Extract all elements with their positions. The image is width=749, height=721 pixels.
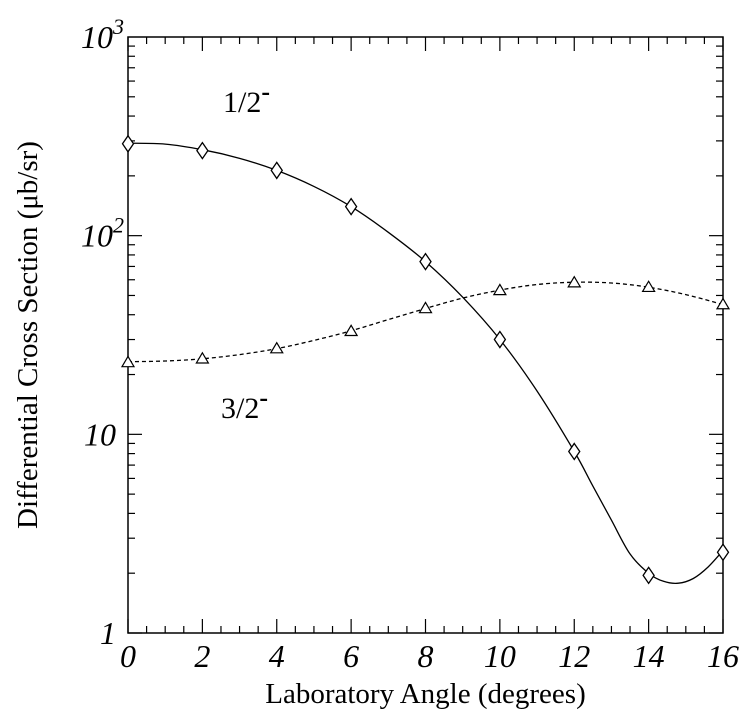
fit-curves — [127, 142, 724, 585]
y-tick-label: 102 — [81, 213, 124, 254]
triangle-marker — [344, 324, 359, 337]
x-tick-label: 4 — [269, 638, 285, 674]
triangle-marker — [269, 341, 284, 354]
diamond-marker — [344, 197, 358, 216]
data-markers — [120, 134, 731, 585]
diamond-marker — [270, 161, 284, 180]
diamond-marker — [567, 442, 581, 461]
diamond-marker — [716, 543, 730, 562]
tick-labels: 0 2 4 6 8 10 12 14 16 1 10 102 103 — [81, 14, 739, 674]
diamond-marker — [121, 134, 135, 153]
x-tick-label: 0 — [120, 638, 136, 674]
y-tick-label: 1 — [100, 615, 116, 651]
x-tick-label: 16 — [707, 638, 739, 674]
triangle-marker — [418, 301, 433, 314]
curve-diamond — [127, 142, 724, 585]
triangle-marker — [715, 297, 731, 310]
x-tick-label: 6 — [343, 638, 359, 674]
diamond-marker — [419, 252, 432, 271]
triangle-marker — [195, 351, 210, 364]
plot-frame — [127, 36, 724, 634]
x-tick-label: 10 — [484, 638, 516, 674]
triangle-marker — [641, 280, 656, 293]
x-tick-label: 14 — [633, 638, 665, 674]
y-tick-label: 10 — [84, 416, 116, 452]
triangle-marker — [120, 355, 136, 368]
x-axis-label: Laboratory Angle (degrees) — [265, 678, 585, 710]
diamond-marker — [493, 330, 507, 349]
series-label-diamond: 1/2- — [223, 77, 270, 119]
y-tick-label: 103 — [81, 14, 124, 55]
y-axis-label: Differential Cross Section (μb/sr) — [12, 141, 44, 529]
axis-ticks — [127, 37, 724, 634]
series-label-triangle: 3/2- — [221, 383, 268, 425]
x-tick-label: 2 — [194, 638, 210, 674]
triangle-marker — [492, 283, 507, 296]
x-tick-label: 12 — [558, 638, 590, 674]
triangle-marker — [567, 275, 582, 288]
series-labels: 1/2- 3/2- — [221, 77, 270, 425]
diamond-marker — [642, 566, 655, 585]
diamond-marker — [196, 141, 209, 160]
curve-triangle — [127, 281, 724, 363]
x-tick-label: 8 — [418, 638, 434, 674]
